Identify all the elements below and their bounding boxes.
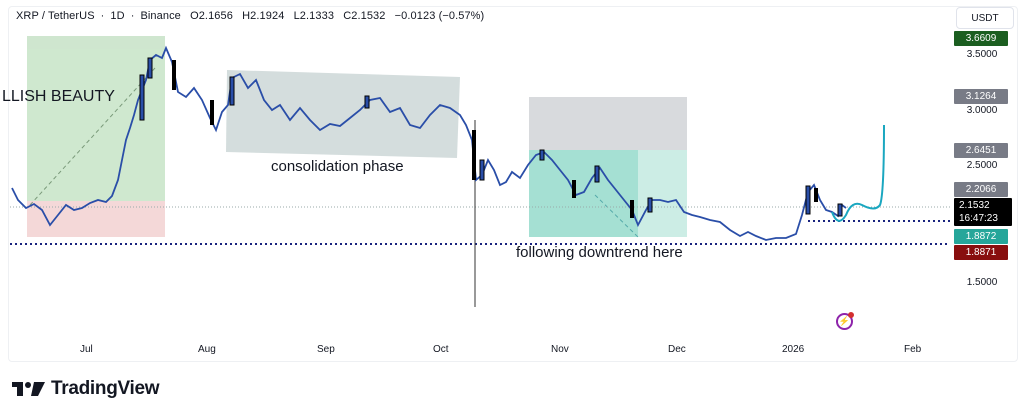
symbol-name[interactable]: XRP / TetherUS — [16, 10, 95, 22]
ohlc-high: H2.1924 — [242, 10, 285, 22]
time-label: Feb — [904, 344, 922, 355]
current-price-tag: 2.1532 16:47:23 — [954, 198, 1012, 226]
price-tag-level-3: 2.2066 — [954, 182, 1008, 197]
price-tag-level-2: 2.6451 — [954, 143, 1008, 158]
time-label: Sep — [317, 344, 335, 355]
price-change: −0.0123 (−0.57%) — [394, 10, 485, 22]
consolidation-annotation: consolidation phase — [271, 158, 404, 175]
price-tick: 2.5000 — [966, 160, 998, 171]
price-tick: 3.5000 — [966, 49, 998, 60]
price-tag-level-1: 3.1264 — [954, 89, 1008, 104]
currency-button[interactable]: USDT — [956, 7, 1014, 29]
price-tag-support-upper: 1.8872 — [954, 229, 1008, 244]
downtrend-annotation: following downtrend here — [516, 244, 683, 261]
current-price: 2.1532 — [959, 200, 990, 211]
symbol-header: XRP / TetherUS · 1D · Binance O2.1656 H2.192… — [16, 10, 485, 22]
chart-frame — [8, 6, 1018, 362]
time-label: Nov — [551, 344, 569, 355]
tv-logo-icon — [12, 382, 45, 396]
time-label: Jul — [80, 344, 93, 355]
price-tick: 3.0000 — [966, 105, 998, 116]
chart-canvas[interactable] — [0, 0, 950, 340]
ohlc-open: O2.1656 — [190, 10, 233, 22]
time-label: Aug — [198, 344, 216, 355]
logo-text: TradingView — [51, 378, 160, 399]
notification-dot — [848, 312, 854, 318]
bar-countdown: 16:47:23 — [959, 213, 998, 224]
exchange: Binance — [140, 10, 181, 22]
time-label: 2026 — [782, 344, 805, 355]
time-label: Oct — [433, 344, 449, 355]
price-tag-high: 3.6609 — [954, 31, 1008, 46]
interval[interactable]: 1D — [110, 10, 125, 22]
ohlc-close: C2.1532 — [343, 10, 386, 22]
candles — [11, 45, 847, 241]
price-tag-support-lower: 1.8871 — [954, 245, 1008, 260]
price-tick: 1.5000 — [966, 277, 998, 288]
time-label: Dec — [668, 344, 686, 355]
lightning-icon[interactable]: ⚡ — [836, 312, 854, 330]
tradingview-logo: TradingView — [12, 378, 160, 400]
bullish-annotation: LLISH BEAUTY — [2, 88, 115, 105]
ohlc-low: L2.1333 — [293, 10, 335, 22]
